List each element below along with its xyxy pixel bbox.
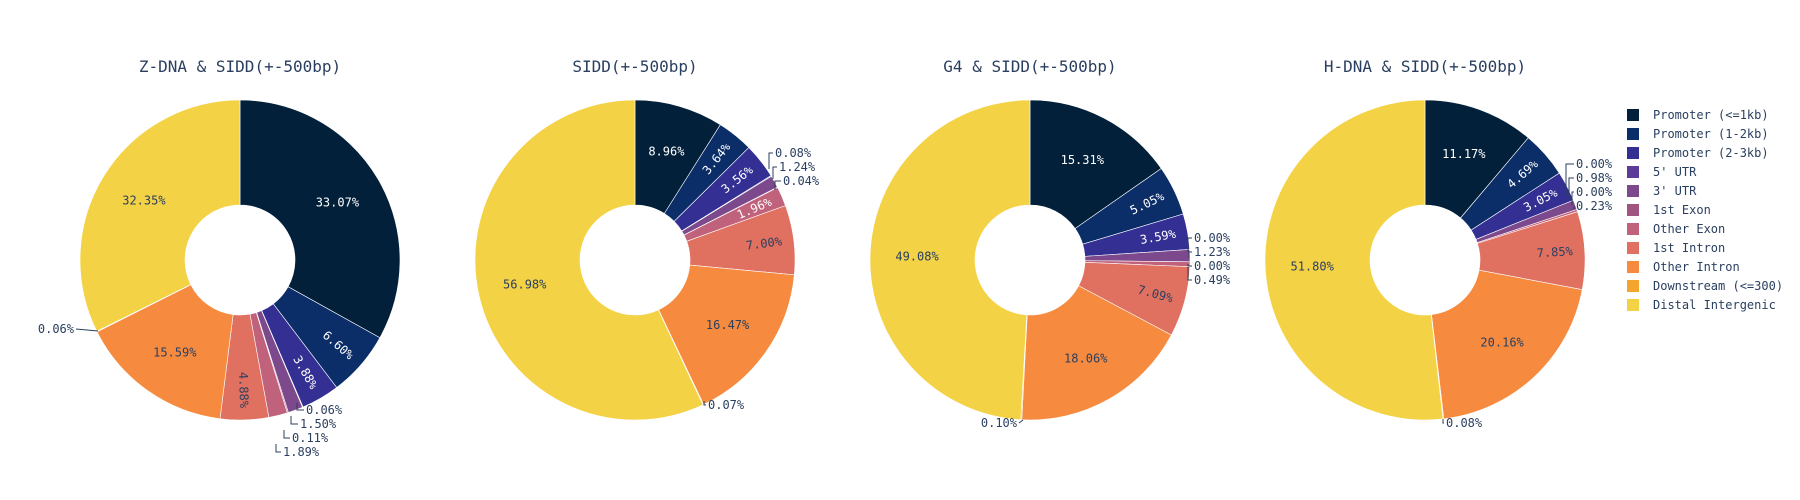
slice-label: 0.23%: [1576, 199, 1613, 213]
slice-label: 0.06%: [38, 322, 75, 336]
slice-label: 0.08%: [775, 146, 812, 160]
slice-label: 51.80%: [1290, 259, 1334, 273]
legend-label: 3' UTR: [1653, 184, 1697, 198]
legend-swatch: [1627, 261, 1639, 273]
pie-slice: [869, 99, 1031, 421]
chart-title: H-DNA & SIDD(+-500bp): [1324, 57, 1526, 76]
leader-line: [1571, 191, 1574, 205]
pie-slice: [1431, 269, 1583, 420]
slice-label: 56.98%: [503, 278, 547, 292]
legend-label: Downstream (<=300): [1653, 279, 1783, 293]
slice-label: 0.07%: [708, 398, 745, 412]
slice-label: 0.04%: [783, 174, 820, 188]
leader-line: [1568, 177, 1574, 200]
pie-slice: [474, 99, 704, 421]
pie-slice: [96, 284, 234, 420]
slice-label: 0.00%: [1194, 231, 1231, 245]
legend-label: Promoter (1-2kb): [1653, 127, 1769, 141]
pie-slice: [1264, 99, 1444, 421]
slice-label: 7.85%: [1536, 244, 1574, 260]
leader-line: [1188, 251, 1192, 258]
slice-label: 1.89%: [283, 445, 320, 459]
slice-label: 1.50%: [300, 417, 337, 431]
leader-line: [1018, 419, 1024, 424]
chart-title: SIDD(+-500bp): [572, 57, 697, 76]
slice-label: 20.16%: [1480, 336, 1524, 350]
chart-title: G4 & SIDD(+-500bp): [943, 57, 1116, 76]
legend-label: Distal Intergenic: [1653, 298, 1776, 312]
slice-label: 0.11%: [292, 431, 329, 445]
leader-line: [1187, 267, 1192, 281]
pie-slice: [239, 99, 401, 339]
slice-label: 0.06%: [306, 403, 343, 417]
legend-swatch: [1627, 242, 1639, 254]
legend: Promoter (<=1kb) Promoter (1-2kb) Promoter…: [1627, 108, 1783, 312]
leader-line: [768, 152, 773, 169]
leader-line: [703, 401, 706, 406]
pie-slice: [1029, 99, 1162, 229]
slice-label: 49.08%: [895, 250, 939, 264]
slice-label: 16.47%: [706, 318, 750, 332]
leader-line: [75, 328, 99, 332]
slice-label: 0.00%: [1576, 185, 1613, 199]
legend-label: 1st Exon: [1653, 203, 1711, 217]
legend-swatch: [1627, 299, 1639, 311]
slice-label: 8.96%: [648, 144, 685, 158]
slice-label: 32.35%: [122, 194, 166, 208]
pie-slice: [79, 99, 241, 332]
slice-label: 11.17%: [1442, 147, 1486, 161]
pie-chart-z: Z-DNA & SIDD(+-500bp)33.07%6.60%3.88%0.0…: [38, 57, 401, 459]
legend-label: Other Intron: [1653, 260, 1740, 274]
legend-swatch: [1627, 204, 1639, 216]
pie-chart-hdna: H-DNA & SIDD(+-500bp)11.17%4.69%3.05%0.0…: [1264, 57, 1613, 430]
leader-line: [296, 403, 304, 411]
legend-swatch: [1627, 280, 1639, 292]
leader-line: [1442, 419, 1444, 424]
legend-swatch: [1627, 223, 1639, 235]
legend-swatch: [1627, 147, 1639, 159]
legend-swatch: [1627, 109, 1639, 121]
slice-label: 0.49%: [1194, 273, 1231, 287]
pie-slice: [658, 264, 795, 405]
slice-label: 33.07%: [316, 196, 360, 210]
legend-label: Promoter (<=1kb): [1653, 108, 1769, 122]
legend-label: 1st Intron: [1653, 241, 1725, 255]
leader-line: [772, 166, 777, 179]
pie-slice: [1021, 285, 1172, 421]
slice-label: 7.00%: [745, 234, 783, 253]
legend-label: Promoter (2-3kb): [1653, 146, 1769, 160]
slice-label: 4.88%: [236, 372, 251, 409]
leader-line: [275, 444, 281, 453]
legend-swatch: [1627, 128, 1639, 140]
leader-line: [1565, 163, 1574, 196]
slice-label: 15.31%: [1061, 153, 1105, 167]
legend-swatch: [1627, 166, 1639, 178]
leader-line: [1187, 264, 1192, 267]
slice-label: 0.10%: [981, 416, 1018, 430]
slice-label: 1.23%: [1194, 245, 1231, 259]
legend-label: Other Exon: [1653, 222, 1725, 236]
pie-chart-sidd: SIDD(+-500bp)8.96% 3.64%3.56%0.08%1.24%0.…: [474, 57, 820, 421]
slice-label: 3.59%: [1139, 227, 1178, 247]
leader-line: [283, 430, 290, 439]
legend-swatch: [1627, 185, 1639, 197]
slice-label: 15.59%: [153, 345, 197, 359]
leader-line: [774, 180, 781, 190]
slice-label: 18.06%: [1064, 351, 1108, 365]
leader-line: [290, 416, 298, 425]
pie-chart-g4: G4 & SIDD(+-500bp)15.31%5.05%3.59% 0.00%1…: [869, 57, 1231, 430]
legend-label: 5' UTR: [1653, 165, 1697, 179]
slice-label: 0.98%: [1576, 171, 1613, 185]
slice-label: 0.08%: [1446, 416, 1483, 430]
leader-line: [1187, 237, 1192, 252]
slice-label: 1.24%: [779, 160, 816, 174]
slice-label: 0.00%: [1194, 259, 1231, 273]
chart-title: Z-DNA & SIDD(+-500bp): [139, 57, 341, 76]
slice-label: 0.00%: [1576, 157, 1613, 171]
